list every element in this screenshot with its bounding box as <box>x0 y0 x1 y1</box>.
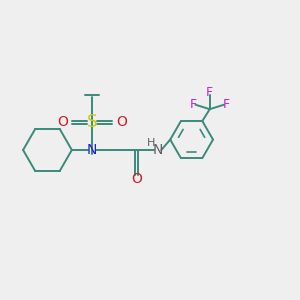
Text: H: H <box>147 138 155 148</box>
Text: O: O <box>57 116 68 129</box>
Text: O: O <box>131 172 142 186</box>
Text: N: N <box>87 143 97 157</box>
Text: O: O <box>116 116 127 129</box>
Text: N: N <box>152 143 163 157</box>
Text: F: F <box>190 98 197 111</box>
Text: F: F <box>223 98 230 111</box>
Text: S: S <box>87 113 97 131</box>
Text: F: F <box>206 86 213 99</box>
